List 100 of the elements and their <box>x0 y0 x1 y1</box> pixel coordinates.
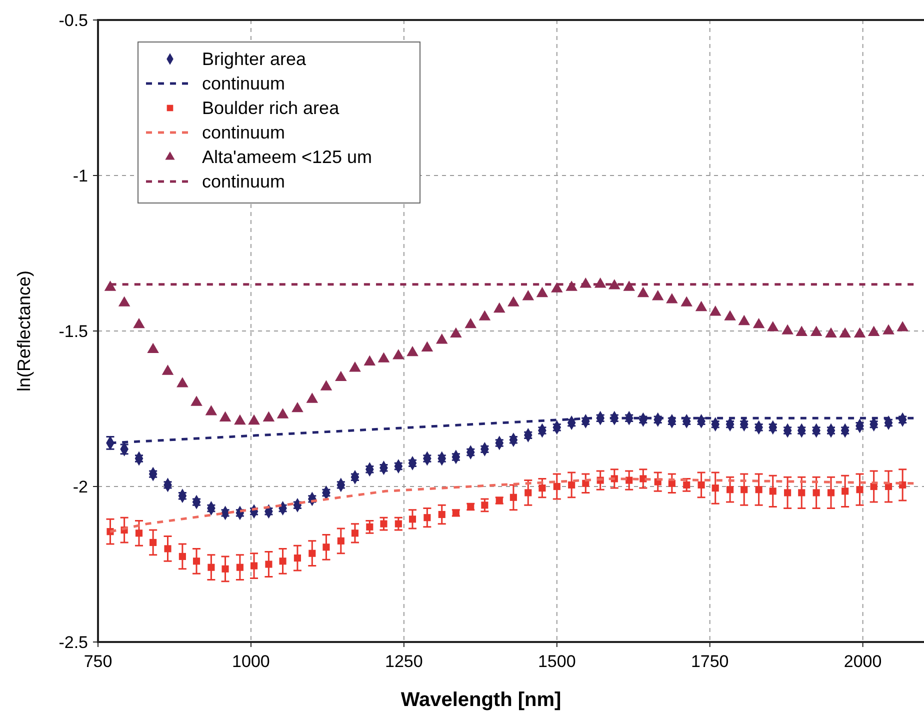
point <box>752 318 765 328</box>
point <box>551 282 563 292</box>
point <box>234 414 246 425</box>
point <box>839 327 851 338</box>
point <box>176 377 188 388</box>
x-tick-label: 1500 <box>538 652 576 671</box>
point <box>222 565 229 572</box>
point <box>219 411 232 422</box>
point <box>208 564 215 571</box>
point <box>508 296 520 306</box>
point <box>104 280 116 291</box>
point <box>337 537 344 544</box>
point <box>276 408 289 418</box>
legend-label: Brighter area <box>202 49 308 69</box>
point <box>178 552 186 560</box>
point <box>738 314 750 326</box>
point <box>248 414 260 425</box>
x-axis-title: Wavelength [nm] <box>400 689 562 711</box>
point <box>192 558 200 565</box>
y-tick-label: -0.5 <box>58 11 88 30</box>
point <box>162 364 174 375</box>
point <box>236 564 244 571</box>
point <box>147 342 159 354</box>
x-tick-label: 2000 <box>844 652 882 671</box>
y-tick-label: -1 <box>72 166 88 186</box>
point <box>322 544 330 551</box>
legend-label: Boulder rich area <box>202 98 340 118</box>
point <box>652 290 664 300</box>
point <box>608 279 620 290</box>
x-tick-label: 1250 <box>385 652 423 671</box>
legend-label: continuum <box>202 74 286 94</box>
point <box>637 286 650 298</box>
point <box>421 341 434 352</box>
point <box>623 280 635 291</box>
y-tick-label: -1.5 <box>58 322 88 341</box>
x-tick-label: 750 <box>84 652 112 671</box>
point <box>406 346 418 356</box>
point <box>133 318 145 328</box>
point <box>796 326 808 336</box>
point <box>810 326 822 336</box>
point <box>308 550 316 557</box>
point <box>164 545 172 552</box>
point <box>666 293 678 304</box>
point <box>205 405 218 416</box>
point <box>510 494 517 501</box>
point <box>798 489 806 496</box>
point <box>464 318 477 328</box>
point <box>536 286 548 298</box>
point <box>135 530 143 537</box>
point <box>842 488 849 495</box>
point <box>524 489 532 496</box>
point <box>320 380 332 390</box>
point <box>782 324 794 334</box>
point <box>538 484 546 492</box>
point <box>150 538 157 546</box>
point <box>424 514 431 522</box>
point <box>882 324 894 334</box>
point <box>695 300 708 312</box>
point <box>478 310 491 320</box>
point <box>392 349 404 360</box>
point <box>825 327 837 338</box>
point <box>812 489 820 496</box>
point <box>436 334 448 344</box>
point <box>784 489 792 496</box>
point <box>294 554 301 562</box>
point <box>292 402 304 412</box>
point <box>522 290 534 300</box>
point <box>755 486 762 494</box>
point <box>306 392 318 403</box>
point <box>854 327 866 338</box>
point <box>335 370 347 382</box>
point <box>493 302 506 313</box>
point <box>896 321 908 332</box>
point <box>712 484 719 492</box>
x-tick-label: 1750 <box>690 652 729 671</box>
point <box>265 560 272 568</box>
point <box>680 296 692 306</box>
point <box>740 486 748 494</box>
point <box>553 482 560 490</box>
point <box>724 310 736 320</box>
point <box>438 510 446 518</box>
point <box>118 296 130 306</box>
point <box>726 486 734 494</box>
y-axis-title: ln(Reflectance) <box>14 270 34 392</box>
point <box>827 489 835 496</box>
y-tick-label: -2.5 <box>58 633 88 652</box>
legend-label: continuum <box>202 172 286 192</box>
y-tick-label: -2 <box>72 478 88 496</box>
point <box>378 352 390 362</box>
x-tick-label: 1000 <box>232 652 270 671</box>
point <box>450 327 462 338</box>
point <box>190 396 202 406</box>
point <box>279 558 286 565</box>
point <box>698 481 705 488</box>
point <box>408 516 416 523</box>
point <box>856 486 864 494</box>
legend-label: Alta'ameem <125 um <box>202 147 372 167</box>
point <box>364 355 376 366</box>
point <box>766 321 779 332</box>
point <box>626 476 633 484</box>
